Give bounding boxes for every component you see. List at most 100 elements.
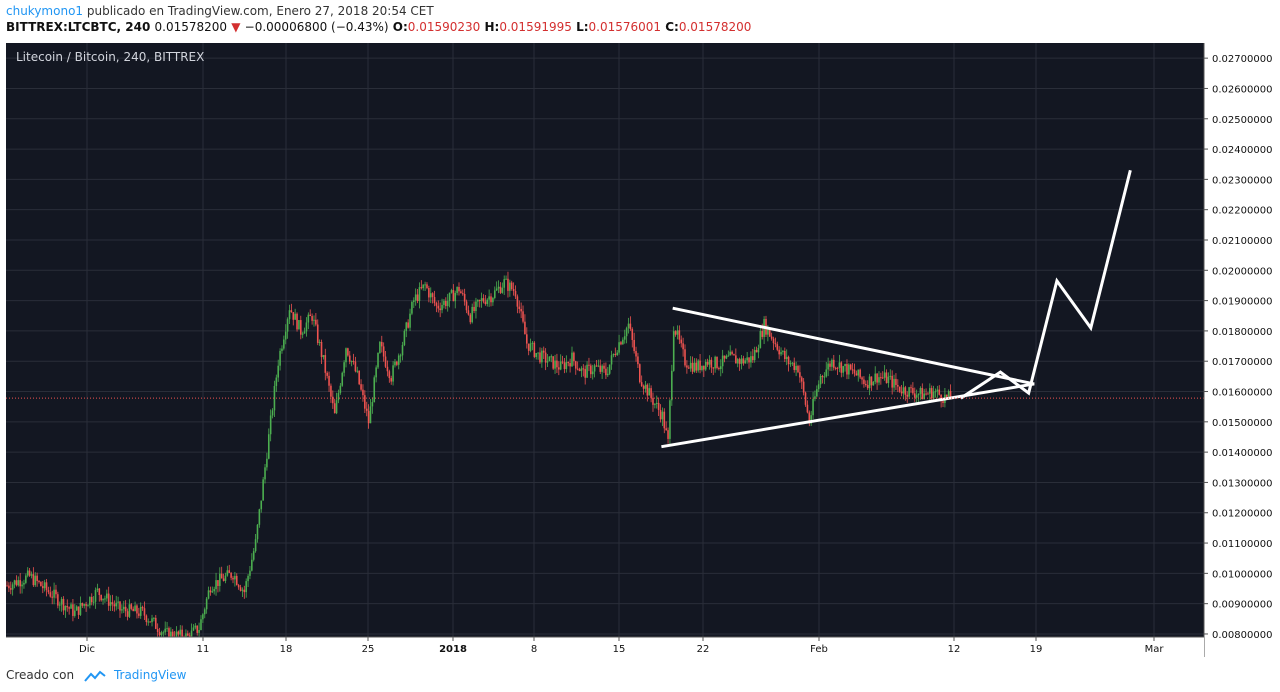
candle-body xyxy=(836,367,839,369)
author-link[interactable]: chukymono1 xyxy=(6,4,84,18)
candle-body xyxy=(158,631,161,636)
candle-body xyxy=(740,358,743,364)
candle-body xyxy=(635,351,637,357)
candle-body xyxy=(691,362,694,372)
candle-body xyxy=(49,592,52,597)
candle-body xyxy=(292,312,295,320)
candle-body xyxy=(324,355,327,373)
candle-body xyxy=(288,310,291,320)
candle-body xyxy=(124,606,127,612)
candle-body xyxy=(339,385,342,393)
candle-body xyxy=(9,588,12,590)
candle-body xyxy=(637,356,639,365)
candle-body xyxy=(471,306,473,323)
candle-body xyxy=(121,609,123,611)
candle-body xyxy=(868,376,871,389)
candle-body xyxy=(156,628,159,632)
candle-body xyxy=(100,594,102,601)
candle-body xyxy=(235,575,238,586)
candle-body xyxy=(341,372,344,386)
candle-body xyxy=(778,349,780,355)
candle-body xyxy=(181,629,183,639)
candle-body xyxy=(205,598,208,610)
candle-body xyxy=(439,308,441,311)
candle-body xyxy=(281,348,283,351)
candle-body xyxy=(364,395,366,409)
candle-body xyxy=(524,321,526,335)
candle-body xyxy=(209,590,212,593)
candle-body xyxy=(625,328,628,337)
candle-body xyxy=(245,581,247,593)
tradingview-link[interactable]: TradingView xyxy=(113,668,187,682)
candle-body xyxy=(62,598,65,611)
candle-body xyxy=(98,588,101,595)
candle-body xyxy=(220,573,223,579)
x-tick-label: 19 xyxy=(1030,644,1043,655)
candle-body xyxy=(904,387,907,395)
candle-body xyxy=(369,406,372,424)
candle-body xyxy=(343,362,345,373)
price-chart[interactable]: 0.0157820005:14 0.027000000.026000000.02… xyxy=(6,43,1280,657)
candle-body xyxy=(139,606,142,616)
candle-body xyxy=(162,632,165,634)
candle-body xyxy=(870,376,873,386)
candle-body xyxy=(380,341,383,347)
candle-body xyxy=(392,365,394,382)
candle-body xyxy=(375,367,377,378)
candle-body xyxy=(767,328,769,335)
candle-body xyxy=(876,373,878,383)
candle-body xyxy=(119,601,121,611)
candle-body xyxy=(674,331,677,335)
candle-body xyxy=(226,570,229,576)
candle-body xyxy=(58,604,61,606)
created-with-label: Creado con xyxy=(6,668,75,682)
candle-body xyxy=(74,610,76,616)
candle-body xyxy=(851,369,854,371)
candle-body xyxy=(761,331,764,337)
candle-body xyxy=(418,287,421,302)
candle-body xyxy=(622,339,624,345)
y-tick-label: 0.01100000 xyxy=(1212,539,1272,550)
candle-body xyxy=(770,336,773,339)
candle-body xyxy=(390,378,392,382)
y-tick-label: 0.00900000 xyxy=(1212,600,1272,611)
candle-body xyxy=(328,375,330,386)
candle-body xyxy=(687,367,690,369)
candle-body xyxy=(301,333,304,335)
candle-body xyxy=(273,385,276,411)
candle-body xyxy=(725,355,728,359)
y-tick-label: 0.01300000 xyxy=(1212,478,1272,489)
candle-body xyxy=(51,596,53,598)
candle-body xyxy=(160,632,163,636)
x-tick-label: 2018 xyxy=(439,644,467,655)
candle-body xyxy=(271,410,274,416)
candle-body xyxy=(917,393,920,396)
chart-panel[interactable]: 0.0157820005:14 0.027000000.026000000.02… xyxy=(6,43,1280,657)
candle-body xyxy=(829,363,831,367)
candle-body xyxy=(313,319,315,321)
candle-body xyxy=(446,301,449,307)
x-tick-label: Mar xyxy=(1145,644,1165,655)
candle-body xyxy=(840,362,843,373)
candle-body xyxy=(396,361,398,365)
candle-body xyxy=(122,606,125,610)
candle-body xyxy=(307,314,310,323)
candle-body xyxy=(426,284,428,289)
candle-body xyxy=(94,590,97,602)
candle-body xyxy=(825,369,828,377)
candle-body xyxy=(303,331,306,334)
candle-body xyxy=(814,396,816,399)
candle-body xyxy=(348,355,351,362)
candle-body xyxy=(510,282,513,290)
candle-body xyxy=(217,580,219,586)
candle-body xyxy=(36,575,38,582)
candle-body xyxy=(699,360,701,370)
candle-body xyxy=(203,609,206,615)
candle-body xyxy=(428,288,430,298)
close-label: C: xyxy=(665,20,679,34)
x-tick-label: 22 xyxy=(697,644,710,655)
candle-body xyxy=(923,393,925,400)
candle-body xyxy=(66,605,69,608)
candle-body xyxy=(544,352,547,363)
candle-body xyxy=(537,352,539,354)
